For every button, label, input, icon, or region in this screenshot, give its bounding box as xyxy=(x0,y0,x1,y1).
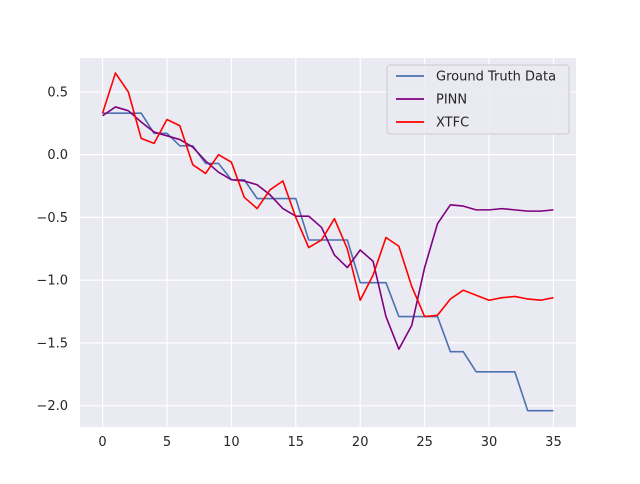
x-tick-label: 15 xyxy=(288,435,305,450)
legend-box xyxy=(386,64,570,135)
legend-label-ground-truth-data: Ground Truth Data xyxy=(436,70,556,85)
x-tick-label: 35 xyxy=(545,435,562,450)
x-tick-label: 0 xyxy=(98,435,106,450)
legend-label-xtfc: XTFC xyxy=(436,116,469,131)
x-tick-label: 10 xyxy=(223,435,240,450)
x-tick-label: 5 xyxy=(163,435,171,450)
y-tick-label: 0.0 xyxy=(47,148,68,163)
x-tick-label: 20 xyxy=(352,435,369,450)
y-tick-label: −0.5 xyxy=(36,211,68,226)
series-line-xtfc xyxy=(101,72,554,318)
legend: Ground Truth Data PINN XTFC xyxy=(386,64,570,135)
y-tick-label: 0.5 xyxy=(47,85,68,100)
x-tick-label: 25 xyxy=(416,435,433,450)
series-lines xyxy=(101,72,554,412)
x-tick-label: 30 xyxy=(481,435,498,450)
y-tick-label: −2.0 xyxy=(36,399,68,414)
y-tick-label: −1.0 xyxy=(36,274,68,289)
y-tick-label: −1.5 xyxy=(36,336,68,351)
legend-label-pinn: PINN xyxy=(436,93,467,108)
tick-labels: 0 5 10 15 20 25 30 35 0.5 0.0 −0.5 −1.0 −1.5 −2.0 xyxy=(36,85,561,450)
series-line-pinn xyxy=(102,106,554,350)
